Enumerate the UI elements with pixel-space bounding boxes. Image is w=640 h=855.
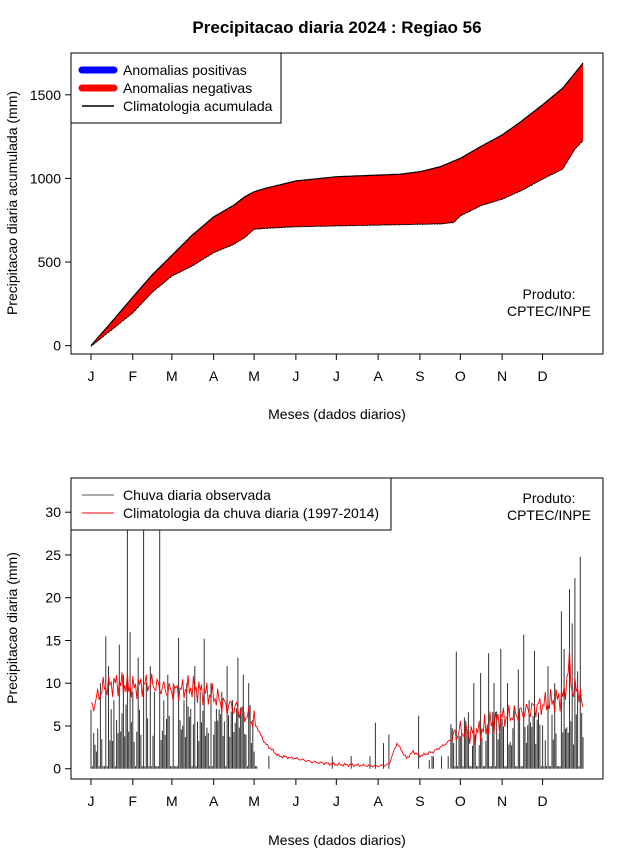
legend-label-negative: Anomalias negativas [123,80,252,96]
x-tick-label: S [415,368,424,384]
cumulative-lines [90,62,584,347]
negative-anomaly-area [91,63,583,347]
chart-title: Precipitacao diaria 2024 : Regiao 56 [192,18,481,37]
legend: Chuva diaria observada Climatologia da c… [70,477,392,531]
x-tick-label: F [129,793,138,809]
x-tick-label: A [209,368,219,384]
y-axis: 0 500 1000 1500 [30,87,71,354]
product-label: Produto: [523,490,576,506]
daily-panel: 0 5 10 15 20 25 30 J F M A M J J A S O N D Precipitacao d… [4,477,604,848]
cumulative-panel: 0 500 1000 1500 J F M A M J J A S O N D Precipitacao d… [4,52,604,422]
y-tick-label: 1500 [30,87,61,103]
x-tick-label: J [292,368,299,384]
plot-frame-top [70,52,604,355]
observed-bars [90,525,584,769]
x-axis-label: Meses (dados diarios) [268,406,406,422]
y-tick-label: 0 [53,338,61,354]
x-tick-label: N [497,368,507,384]
x-tick-label: D [537,368,547,384]
x-tick-label: A [373,793,383,809]
legend-label-positive: Anomalias positivas [123,62,247,78]
y-tick-label: 0 [53,761,61,777]
anomaly-fill [91,63,583,347]
y-axis-label: Precipitacao diaria (mm) [4,552,20,704]
product-source: CPTEC/INPE [507,507,591,523]
y-axis-label: Precipitacao diaria acumulada (mm) [4,91,20,315]
x-tick-label: J [88,793,95,809]
x-tick-label: A [209,793,219,809]
legend-label-observed: Chuva diaria observada [123,487,271,503]
legend-label-climatology: Climatologia da chuva diaria (1997-2014) [123,505,379,521]
x-tick-label: O [455,793,466,809]
x-tick-label: M [166,368,178,384]
x-tick-label: J [292,793,299,809]
x-tick-label: S [415,793,424,809]
x-tick-label: A [373,368,383,384]
y-tick-label: 1000 [30,170,61,186]
y-axis: 0 5 10 15 20 25 30 [45,504,71,777]
legend-box [70,477,392,531]
y-tick-label: 20 [45,590,61,606]
x-tick-label: D [537,793,547,809]
product-label: Produto: [523,286,576,302]
x-tick-label: M [248,368,260,384]
y-tick-label: 500 [38,254,62,270]
climatology-cumulative-line [90,62,584,346]
legend-label-climatology: Climatologia acumulada [123,98,273,114]
x-tick-label: J [88,368,95,384]
x-tick-label: F [129,368,138,384]
x-tick-label: O [455,368,466,384]
y-tick-label: 10 [45,675,61,691]
product-source: CPTEC/INPE [507,303,591,319]
climatology-line [90,649,584,768]
x-tick-label: J [333,793,340,809]
legend: Anomalias positivas Anomalias negativas … [70,52,282,124]
y-tick-label: 25 [45,547,61,563]
y-tick-label: 5 [53,718,61,734]
observed-cumulative-line [90,139,584,347]
x-axis-label: Meses (dados diarios) [268,832,406,848]
y-tick-label: 15 [45,632,61,648]
x-tick-label: J [333,368,340,384]
x-tick-label: M [166,793,178,809]
y-tick-label: 30 [45,504,61,520]
x-tick-label: M [248,793,260,809]
x-tick-label: N [497,793,507,809]
climatology-daily-line [90,649,584,768]
